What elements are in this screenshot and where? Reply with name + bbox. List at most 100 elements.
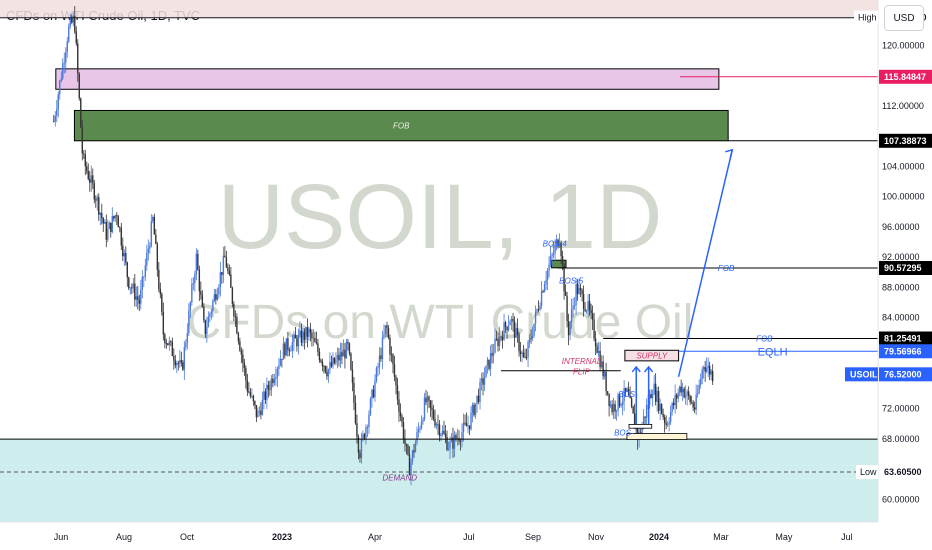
candle-body [521, 352, 523, 355]
candle-body [393, 364, 396, 377]
candle-body [500, 336, 502, 338]
y-tick-label: 88.00000 [882, 282, 920, 292]
label-115: 115.84847 [884, 72, 926, 82]
candle-body [428, 396, 430, 401]
candle-body [531, 335, 534, 339]
candle-body [191, 284, 193, 303]
candle-body [476, 395, 478, 404]
candle-body [369, 398, 372, 415]
candle-body [336, 354, 339, 360]
candle-body [338, 354, 340, 361]
candle-body [678, 386, 681, 393]
candle-body [405, 443, 408, 446]
candle-body [144, 265, 147, 277]
x-tick-label: Oct [180, 532, 195, 542]
candle-body [233, 303, 235, 317]
candle-body [506, 326, 508, 331]
candle-body [162, 311, 165, 335]
candle-body [296, 338, 298, 347]
candle-body [561, 255, 564, 265]
y-tick-label: 96.00000 [882, 222, 920, 232]
tag-low: Low [860, 467, 877, 477]
candle-body [432, 410, 435, 419]
candle-body [371, 389, 373, 399]
candle-body [675, 394, 678, 399]
candle-body [477, 395, 480, 402]
candle-body [399, 412, 402, 417]
candle-body [65, 51, 67, 63]
candle-body [461, 432, 463, 442]
candle-body [56, 109, 58, 116]
candle-body [404, 439, 406, 444]
candle-body [705, 367, 708, 372]
label-115-bg [879, 69, 932, 84]
zone-label: FOB [393, 122, 410, 131]
candle-body [389, 337, 391, 355]
candle-body [323, 366, 325, 367]
candle-body [113, 216, 115, 219]
candle-body [119, 227, 121, 228]
candle-body [599, 351, 601, 368]
x-tick-label: Mar [713, 532, 729, 542]
candle-body [483, 377, 486, 385]
currency-selector[interactable]: USD [884, 5, 924, 31]
candle-body [198, 269, 201, 292]
candle-body [480, 378, 483, 382]
candle-body [327, 369, 330, 377]
candle-body [474, 403, 477, 416]
candle-body [206, 326, 208, 335]
candle-body [303, 331, 306, 340]
candle-body [129, 287, 132, 289]
candle-body [602, 361, 604, 377]
annotation-fob-81: FOB [756, 335, 773, 344]
candle-body [360, 438, 363, 459]
candle-body [629, 395, 631, 399]
candle-body [134, 283, 136, 300]
candle-body [350, 353, 352, 370]
candle-body [618, 394, 621, 406]
candle-body [516, 327, 519, 335]
candle-body [525, 357, 528, 358]
candle-body [590, 309, 592, 314]
candle-body [401, 416, 403, 423]
candle-body [359, 452, 361, 459]
candle-body [651, 394, 654, 399]
candle-body [459, 441, 462, 442]
candle-body [168, 341, 171, 346]
candle-body [699, 379, 702, 385]
candle-body [398, 399, 400, 413]
candle-body [446, 436, 448, 450]
candle-body [105, 221, 107, 240]
candle-body [197, 253, 199, 270]
candle-body [515, 327, 517, 338]
candle-body [548, 264, 550, 271]
bos-marker-box [628, 424, 653, 429]
x-tick-label: 2024 [649, 532, 669, 542]
candle-body [185, 342, 187, 348]
candle-body [486, 359, 489, 366]
candle-body [684, 394, 687, 398]
candle-body [314, 337, 316, 343]
candle-body [492, 352, 495, 356]
candle-body [485, 365, 487, 378]
candle-body [186, 333, 189, 343]
zone-label: SUPPLY [636, 352, 668, 361]
candle-body [123, 253, 125, 257]
candle-body [344, 349, 346, 359]
candle-body [182, 362, 184, 370]
candle-body [674, 394, 676, 406]
y-tick-label: 92.00000 [882, 252, 920, 262]
candle-body [467, 425, 469, 427]
x-tick-label: Jul [463, 532, 475, 542]
candle-body [692, 402, 694, 408]
candle-body [573, 305, 576, 307]
candles [53, 6, 714, 486]
candle-body [656, 390, 658, 402]
candle-body [351, 369, 354, 383]
candle-body [116, 215, 118, 217]
candle-body [558, 242, 561, 247]
candle-body [222, 255, 225, 275]
